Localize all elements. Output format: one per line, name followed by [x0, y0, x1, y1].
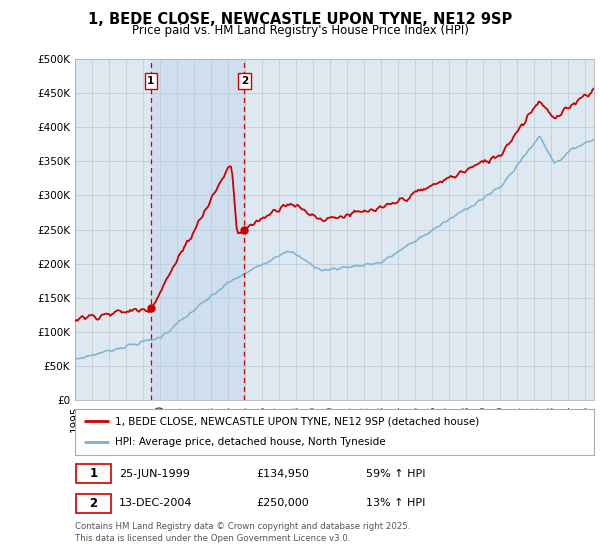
Text: 2: 2 [241, 76, 248, 86]
Text: £250,000: £250,000 [257, 498, 310, 508]
Bar [151, 59, 244, 400]
Text: Price paid vs. HM Land Registry's House Price Index (HPI): Price paid vs. HM Land Registry's House … [131, 24, 469, 36]
Text: 25-JUN-1999: 25-JUN-1999 [119, 469, 190, 479]
Text: 2: 2 [89, 497, 98, 510]
Text: 1, BEDE CLOSE, NEWCASTLE UPON TYNE, NE12 9SP (detached house): 1, BEDE CLOSE, NEWCASTLE UPON TYNE, NE12… [115, 416, 480, 426]
Text: HPI: Average price, detached house, North Tyneside: HPI: Average price, detached house, Nort… [115, 437, 386, 447]
Text: 1, BEDE CLOSE, NEWCASTLE UPON TYNE, NE12 9SP: 1, BEDE CLOSE, NEWCASTLE UPON TYNE, NE12… [88, 12, 512, 27]
FancyBboxPatch shape [76, 464, 112, 483]
FancyBboxPatch shape [76, 494, 112, 513]
Text: £134,950: £134,950 [257, 469, 310, 479]
Text: 13% ↑ HPI: 13% ↑ HPI [365, 498, 425, 508]
Text: Contains HM Land Registry data © Crown copyright and database right 2025.
This d: Contains HM Land Registry data © Crown c… [75, 522, 410, 543]
Text: 13-DEC-2004: 13-DEC-2004 [119, 498, 193, 508]
Text: 1: 1 [147, 76, 155, 86]
Text: 59% ↑ HPI: 59% ↑ HPI [365, 469, 425, 479]
Text: 1: 1 [89, 468, 98, 480]
